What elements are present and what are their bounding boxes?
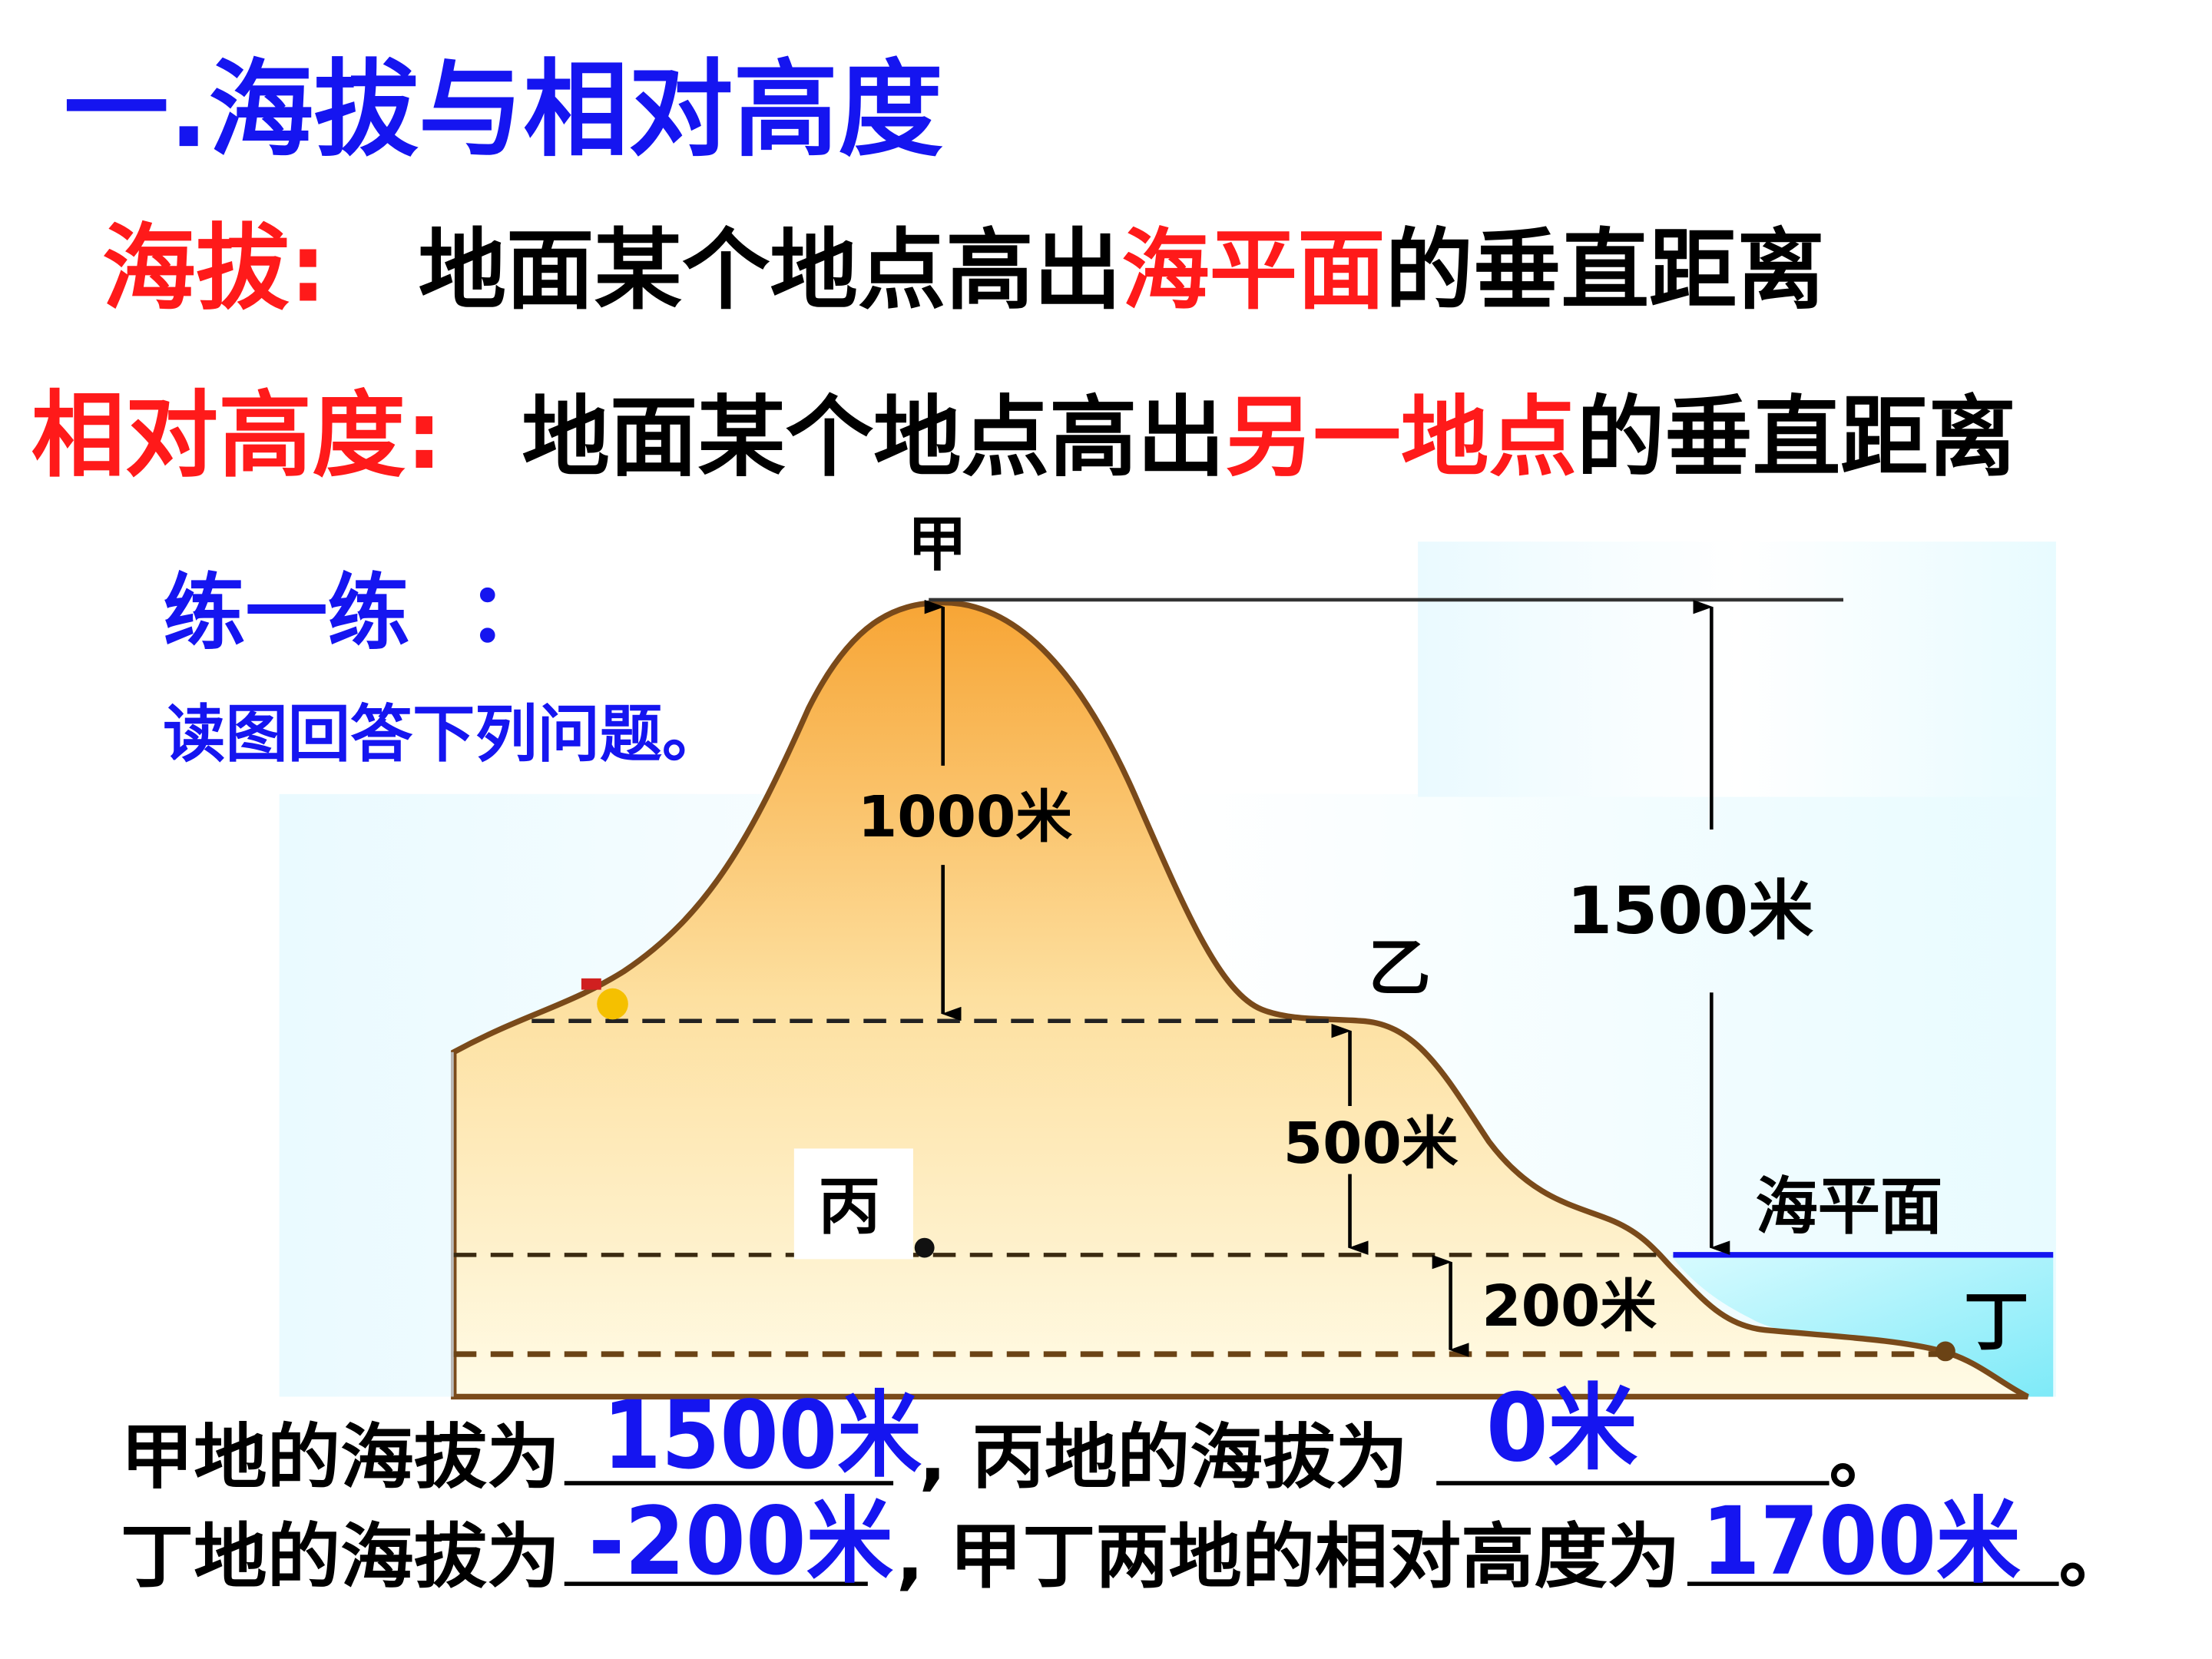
point-label-jia: 甲 — [908, 510, 968, 579]
exercise-heading: 练一练 ： — [163, 565, 549, 661]
definition-text: 的垂直距离 — [1386, 219, 1825, 321]
definition-text: 的垂直距离 — [1577, 386, 2016, 488]
definition-highlight: 另一地点 — [1225, 386, 1577, 488]
sea-area — [1670, 1254, 2054, 1397]
point-label-bing: 丙 — [818, 1171, 880, 1243]
point-label-ding: 丁 — [1964, 1284, 2029, 1360]
person-icon — [597, 988, 628, 1020]
question-4-end: 。 — [2059, 1515, 2130, 1598]
exercise-instruction: 读图回答下列问题。 — [163, 699, 724, 771]
definition-text: 地面某个地点高出 — [419, 219, 1122, 321]
person-icon — [581, 978, 601, 990]
term-altitude: 海拔: — [102, 214, 326, 323]
terrain-left-edge — [451, 1051, 454, 1397]
label-1000m: 1000米 — [858, 784, 1072, 850]
question-2-prefix: , 丙地的海拔为 — [919, 1416, 1408, 1498]
point-label-yi: 乙 — [1369, 933, 1431, 1005]
definition-altitude: 海拔: 地面某个地点高出海平面的垂直距离 — [102, 214, 1825, 323]
definition-text: 地面某个地点高出 — [522, 386, 1225, 488]
label-200m: 200米 — [1482, 1273, 1657, 1339]
answer-3: -200米 — [588, 1487, 893, 1596]
definition-highlight: 海平面 — [1121, 219, 1385, 321]
definition-relative-height: 相对高度: 地面某个地点高出另一地点的垂直距离 — [31, 381, 2016, 490]
question-3-prefix: 丁地的海拔为 — [121, 1515, 560, 1598]
question-4-prefix: , 甲丁两地的相对高度为 — [896, 1515, 1681, 1598]
sea-level-label: 海平面 — [1756, 1171, 1943, 1243]
diagram-background — [1418, 541, 2056, 797]
term-relative-height: 相对高度: — [31, 381, 443, 490]
answer-4: 1700米 — [1701, 1487, 2021, 1596]
answer-1: 1500米 — [603, 1381, 922, 1490]
page-title: 一.海拔与相对高度 — [64, 49, 943, 171]
label-500m: 500米 — [1283, 1111, 1459, 1177]
answer-2: 0米 — [1486, 1374, 1638, 1483]
label-1500m: 1500米 — [1567, 873, 1813, 949]
point-label-box — [793, 1148, 913, 1260]
point-marker-ding — [1936, 1341, 1955, 1362]
question-1-prefix: 甲地的海拔为 — [121, 1416, 560, 1498]
point-marker-bing — [914, 1237, 935, 1258]
question-2-end: 。 — [1830, 1416, 1900, 1498]
